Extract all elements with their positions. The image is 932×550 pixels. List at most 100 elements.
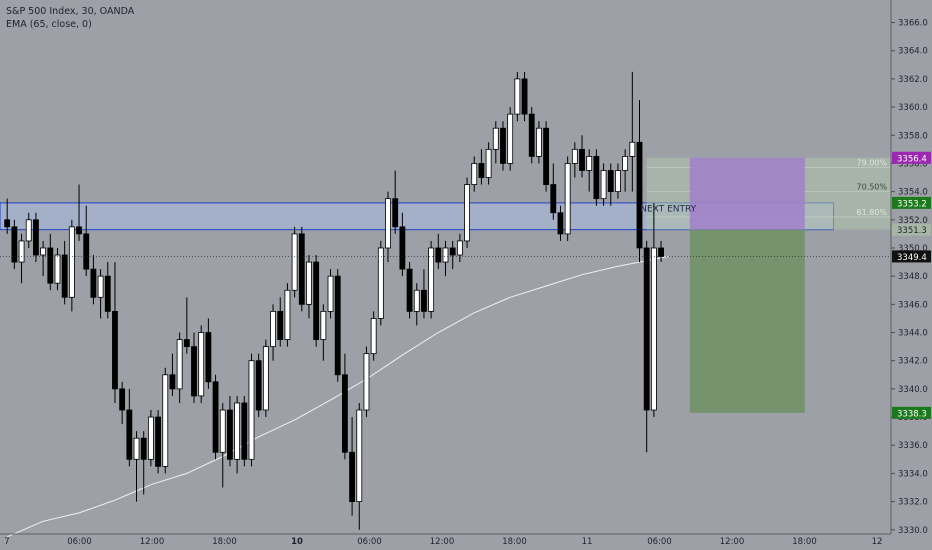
price-tick-label: 3342.0 [898,357,928,367]
candle-body [126,409,133,460]
candle-body [241,402,248,460]
candle-body [90,268,97,298]
candle [104,262,111,319]
candle-body [370,318,377,355]
candle [500,121,506,171]
candle-body [377,247,384,319]
candle [442,240,449,277]
indicator-label[interactable]: EMA (65, close, 0) [6,19,92,30]
time-tick-label: 7 [4,537,9,547]
candle-body [586,155,593,171]
price-tick-label: 3346.0 [898,300,928,310]
price-tick-label: 3358.0 [898,131,928,141]
candle-body [435,247,442,263]
candle [622,149,629,192]
candle-body [33,219,39,256]
candle [162,367,169,474]
candle [284,283,291,347]
candle [97,269,104,319]
candle [449,240,456,270]
time-tick-label: 12:00 [430,537,455,547]
candle [313,255,320,347]
candle [270,304,276,361]
price-badge [892,196,931,209]
candle-body [392,198,399,228]
time-tick-label: 11 [582,537,593,547]
price-tick-label: 3364.0 [898,47,928,57]
candle-body [607,170,614,193]
price-tick-label: 3356.0 [898,159,928,169]
candle [47,233,54,291]
candle-body [47,247,54,284]
candle [119,381,126,425]
candle [11,219,18,270]
candle [341,353,348,460]
candle-body [140,437,147,460]
candle-body [169,374,176,390]
candle [385,191,391,263]
candle [112,262,118,403]
candle [219,402,226,488]
candle [76,184,82,241]
candle [61,240,68,305]
candle [399,212,406,277]
candle [349,417,356,516]
candle [54,247,61,291]
candle-body [291,233,298,291]
price-badge-label: 3351.3 [897,226,927,236]
candle [4,198,11,234]
price-badge-label: 3356.4 [897,154,927,164]
time-tick-label: 12:00 [140,537,165,547]
candle [133,431,140,502]
price-badge-label: 3353.2 [897,199,927,209]
candle-body [341,374,348,453]
candle-body [456,240,463,256]
candle [40,240,47,277]
candle-body [270,310,276,348]
price-tick-label: 3354.0 [898,188,928,198]
candle-body [550,184,557,214]
candle [83,205,90,277]
candle [507,107,514,171]
time-tick-label: 06:00 [647,537,672,547]
candle [571,142,578,178]
candle-body [255,360,262,411]
candle-body [198,332,205,397]
candle-body [514,78,521,115]
price-tick-label: 3330.0 [898,526,928,536]
candle-body [97,275,104,298]
candle-body [406,268,413,312]
candle [255,353,262,418]
candle [277,297,284,347]
candle-body [650,247,657,411]
candle-body [449,247,456,256]
price-tick-label: 3344.0 [898,329,928,339]
candle-body [413,289,420,312]
candle [428,240,435,319]
price-tick-label: 3350.0 [898,244,928,254]
candle-body [349,451,356,502]
candle-body [183,339,190,348]
candle [514,71,521,122]
symbol-title[interactable]: S&P 500 Index, 30, OANDA [6,6,135,17]
candle-body [543,127,550,185]
candle-body [356,409,363,502]
candle-body [385,198,391,249]
candle-body [593,155,600,200]
candle [18,233,25,284]
price-tick-label: 3340.0 [898,385,928,395]
candle-body [579,148,585,171]
candle [492,121,499,164]
candle-body [478,163,485,178]
time-tick-label: 12:00 [720,537,745,547]
candle-body [4,219,11,228]
candle-body [492,127,499,150]
candle-body [248,360,255,460]
candle-body [11,226,18,263]
candle [25,212,32,248]
candle [248,353,255,467]
candle-body [176,339,183,390]
candle [334,269,341,382]
